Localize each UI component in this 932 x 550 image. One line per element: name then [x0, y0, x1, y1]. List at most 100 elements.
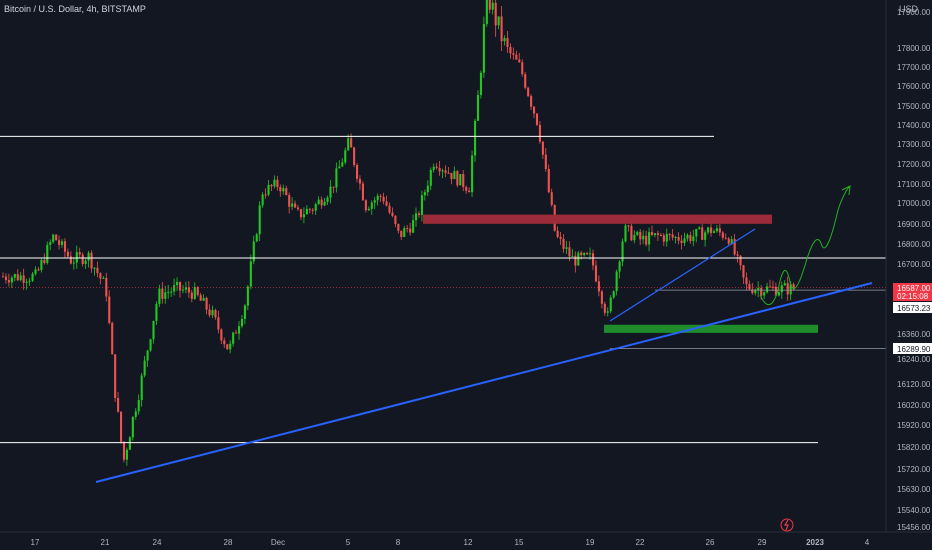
- candle-body: [662, 235, 665, 242]
- candle-body: [562, 238, 565, 249]
- candle-body: [521, 62, 524, 75]
- candle-up: [240, 314, 244, 329]
- time-tick-label: 24: [153, 538, 162, 547]
- candle-body: [745, 277, 748, 285]
- candle-body: [618, 261, 621, 272]
- candle-body: [547, 168, 550, 193]
- level-badge-value: 16573.23: [897, 304, 931, 313]
- candle-down: [320, 196, 323, 209]
- candle-body: [299, 209, 303, 218]
- candle-up: [84, 257, 87, 269]
- candle-body: [205, 297, 208, 310]
- candle-body: [677, 237, 680, 241]
- trendlines: [95, 228, 873, 483]
- candle-down: [627, 224, 630, 232]
- price-tick-label: 17000.00: [897, 199, 931, 208]
- time-tick-label: 19: [586, 538, 595, 547]
- projection-path: [759, 185, 851, 306]
- candle-body: [46, 244, 49, 263]
- price-tick-label: 17700.00: [897, 63, 931, 72]
- candle-up: [243, 303, 246, 325]
- candle-down: [559, 231, 562, 245]
- candle-up: [184, 281, 187, 294]
- price-axis[interactable]: 17900.00 17800.00 17700.00 17600.00 17500.00…: [897, 8, 931, 532]
- candle-down: [494, 0, 497, 37]
- candle-down: [530, 94, 533, 110]
- candle-down: [400, 230, 403, 241]
- candle-body: [52, 234, 55, 243]
- candle-body: [515, 54, 518, 60]
- candle-body: [592, 253, 595, 266]
- candle-body: [167, 291, 170, 293]
- candle-up: [258, 201, 261, 242]
- candle-up: [305, 204, 308, 215]
- candle-up: [149, 338, 152, 352]
- candle-body: [288, 195, 291, 207]
- candle-down: [506, 31, 509, 53]
- candle-down: [600, 289, 603, 309]
- candle-down: [214, 308, 217, 320]
- price-tick-label: 16020.00: [897, 401, 931, 410]
- candle-down: [299, 208, 303, 220]
- candle-body: [692, 236, 695, 241]
- candle-down: [120, 411, 123, 444]
- candle-up: [338, 160, 341, 169]
- candle-body: [518, 59, 521, 63]
- candle-body: [338, 166, 341, 169]
- candle-up: [323, 197, 326, 207]
- candle-body: [742, 265, 745, 278]
- candle-down: [597, 275, 600, 297]
- candle-down: [397, 223, 400, 234]
- candle-body: [754, 289, 757, 294]
- candle-body: [701, 227, 704, 240]
- candle-body: [311, 209, 314, 211]
- price-tick-label: 17300.00: [897, 140, 931, 149]
- candle-up: [19, 271, 22, 282]
- candle-body: [409, 228, 412, 233]
- candle-body: [37, 269, 40, 271]
- candle-down: [276, 175, 279, 191]
- support-zone: [604, 324, 818, 333]
- candle-body: [491, 2, 494, 10]
- candle-up: [335, 162, 338, 193]
- candle-body: [388, 205, 391, 213]
- candle-down: [671, 229, 674, 241]
- candle-body: [49, 242, 52, 245]
- lightning-icon[interactable]: [780, 518, 794, 532]
- candle-up: [412, 214, 415, 234]
- candle-down: [594, 260, 598, 283]
- candle-up: [193, 282, 196, 301]
- candle-body: [350, 138, 353, 148]
- candle-body: [199, 295, 202, 301]
- time-tick-label: 2023: [806, 538, 824, 547]
- candle-up: [344, 147, 347, 165]
- candle-up: [229, 340, 232, 354]
- time-axis[interactable]: 17 21 24 28 Dec 5 8 12 15 19 22 26 29 2023 4: [31, 538, 870, 547]
- candle-down: [544, 147, 547, 172]
- candle-body: [111, 322, 114, 355]
- price-tick-label: 15540.00: [897, 506, 931, 515]
- candle-up: [152, 320, 155, 344]
- countdown-value: 02:15:08: [897, 292, 929, 301]
- candle-up: [571, 249, 574, 257]
- candle-up: [583, 252, 586, 257]
- chart-title: Bitcoin / U.S. Dollar, 4h, BITSTAMP: [4, 4, 146, 14]
- candle-body: [164, 292, 167, 299]
- candle-body: [606, 311, 609, 313]
- candle-down: [547, 164, 550, 194]
- candle-body: [344, 150, 347, 163]
- candle-body: [367, 208, 370, 211]
- candle-down: [630, 222, 633, 242]
- candle-down: [462, 170, 465, 192]
- candle-up: [476, 90, 480, 121]
- candle-up: [783, 280, 786, 286]
- candle-up: [61, 239, 64, 248]
- candle-body: [320, 199, 323, 206]
- candle-down: [391, 207, 394, 218]
- candle-body: [476, 95, 480, 121]
- candle-down: [58, 235, 61, 250]
- candle-down: [468, 187, 471, 193]
